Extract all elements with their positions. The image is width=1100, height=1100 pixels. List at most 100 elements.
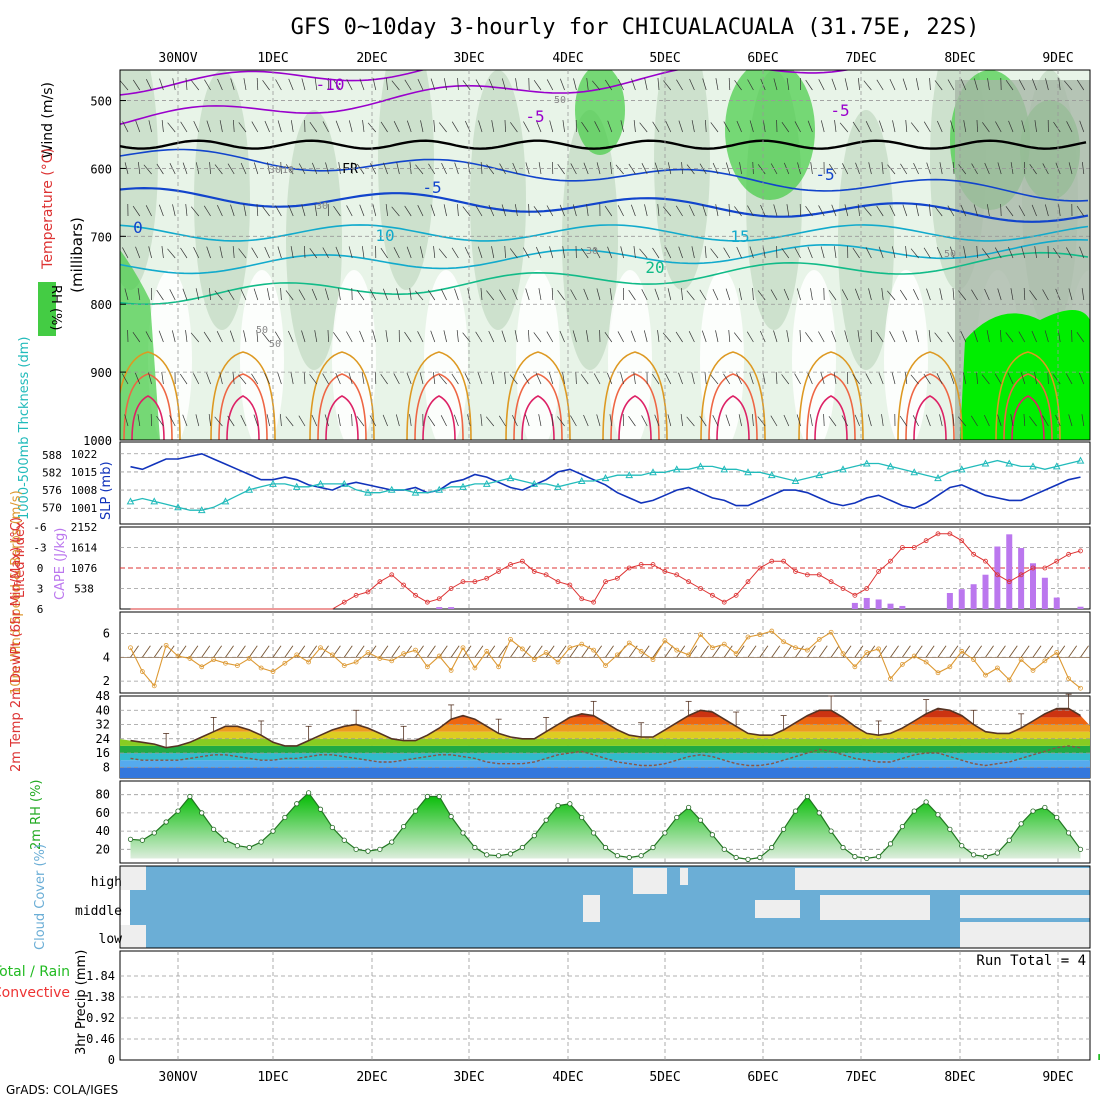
wind-barb bbox=[232, 246, 235, 259]
wind-barb bbox=[807, 246, 813, 259]
cape-bar bbox=[1018, 548, 1025, 609]
wind-barb bbox=[1058, 204, 1061, 217]
wind-barb bbox=[385, 78, 388, 91]
lifted-index-point bbox=[460, 579, 466, 585]
wind-barb bbox=[678, 120, 683, 133]
wind-barb bbox=[878, 372, 884, 385]
surface-wind-barb bbox=[569, 645, 579, 658]
wind-barb bbox=[440, 415, 447, 427]
wind-barb bbox=[457, 78, 459, 91]
wind-barb bbox=[280, 414, 282, 427]
li-axis-label: Lifted Index bbox=[13, 521, 28, 598]
cape-bar bbox=[887, 603, 894, 609]
wind-barb bbox=[783, 288, 790, 301]
rh-point bbox=[876, 854, 882, 860]
wind-barb bbox=[736, 372, 742, 385]
cloud-frame bbox=[119, 865, 1091, 949]
wind-barb bbox=[491, 246, 495, 259]
warm-contour bbox=[602, 351, 668, 440]
wind-barb bbox=[934, 332, 943, 343]
wind-speed-point bbox=[959, 648, 965, 654]
wind-barb bbox=[453, 414, 459, 427]
wind-barb bbox=[498, 415, 506, 427]
rh-point bbox=[959, 843, 965, 849]
surface-wind-barb bbox=[308, 645, 318, 658]
wind-barb bbox=[900, 163, 908, 175]
wind-barb bbox=[643, 330, 648, 343]
wind-barb bbox=[615, 164, 624, 175]
wind-barb bbox=[428, 163, 436, 175]
wind-barb bbox=[878, 246, 884, 259]
wind-barb bbox=[325, 162, 329, 175]
wind-barb bbox=[949, 372, 955, 385]
cape-tick: 1076 bbox=[71, 562, 98, 575]
precip-panel: 1.84 1.38 0.92 0.46 0 3hr Precip (mm) Total / … bbox=[0, 950, 1100, 1067]
wind-barb bbox=[970, 415, 978, 427]
cloud-row-label: high bbox=[91, 875, 122, 890]
thickness-marker bbox=[316, 479, 325, 487]
wind-barb bbox=[1057, 330, 1061, 343]
wind-barb bbox=[667, 288, 672, 301]
surface-wind-barb bbox=[367, 645, 377, 658]
cloud-clear-block bbox=[633, 868, 667, 894]
wind-barb bbox=[952, 414, 955, 427]
chart-title: GFS 0~10day 3-hourly for CHICUALACUALA (… bbox=[291, 15, 980, 40]
wind-barb bbox=[734, 206, 742, 217]
rh-point bbox=[757, 854, 763, 861]
wind-barb bbox=[264, 246, 270, 259]
rh-point bbox=[781, 826, 787, 832]
surface-wind-barb bbox=[1044, 645, 1054, 658]
wind-barb bbox=[876, 79, 884, 91]
wind-barb bbox=[525, 414, 530, 427]
wind-barb bbox=[419, 372, 424, 385]
thickness-marker bbox=[506, 474, 515, 482]
slp-axis-label: SLP (mb) bbox=[99, 461, 114, 520]
wind-barb bbox=[736, 246, 742, 259]
wind-barb bbox=[639, 122, 648, 133]
wind-barb bbox=[380, 121, 388, 133]
surface-wind-barb bbox=[973, 645, 983, 658]
surface-wind-barb bbox=[177, 645, 187, 658]
wind-barb bbox=[372, 78, 377, 91]
lifted-index-point bbox=[436, 596, 442, 602]
rh-point bbox=[555, 802, 561, 809]
rh-point bbox=[543, 817, 549, 823]
wind-barb bbox=[480, 288, 483, 301]
cloud-row-label: middle bbox=[75, 904, 122, 919]
wind-barb bbox=[775, 372, 778, 385]
wind-speed-point bbox=[662, 638, 668, 643]
rh-point bbox=[294, 801, 300, 807]
wind-barb bbox=[606, 372, 613, 385]
surface-wind-barb bbox=[925, 645, 935, 658]
day-label-top: 1DEC bbox=[257, 51, 288, 66]
wind-barb bbox=[899, 289, 908, 301]
rh-tick: 40 bbox=[96, 824, 110, 838]
wind-barb bbox=[581, 247, 589, 259]
wind-barb bbox=[725, 288, 731, 301]
wind-barb bbox=[1047, 371, 1049, 385]
wind-barb bbox=[805, 79, 813, 91]
wind-barb bbox=[240, 162, 247, 175]
wind-barb bbox=[233, 120, 235, 133]
rh-point bbox=[686, 804, 692, 811]
wind-barb bbox=[538, 414, 542, 427]
surface-wind-barb bbox=[248, 645, 258, 658]
rh-point bbox=[579, 814, 585, 821]
wind-barb bbox=[1066, 247, 1073, 259]
wind-barb bbox=[583, 162, 589, 175]
thickness-marker bbox=[221, 497, 230, 505]
wind-speed-point bbox=[365, 650, 371, 655]
wind-barb bbox=[132, 205, 141, 217]
wind-barb bbox=[1000, 330, 1002, 343]
wind-barb bbox=[385, 330, 388, 343]
wind-barb bbox=[311, 288, 318, 301]
thickness-marker bbox=[744, 468, 752, 476]
wind-barb bbox=[1018, 79, 1026, 91]
wind-barb bbox=[290, 120, 294, 133]
wind-barb bbox=[346, 331, 353, 343]
wind-speed-point bbox=[686, 652, 692, 658]
wind-barb bbox=[594, 121, 601, 133]
cloud-clear-block bbox=[820, 895, 930, 920]
li-tick: 3 bbox=[37, 583, 44, 596]
